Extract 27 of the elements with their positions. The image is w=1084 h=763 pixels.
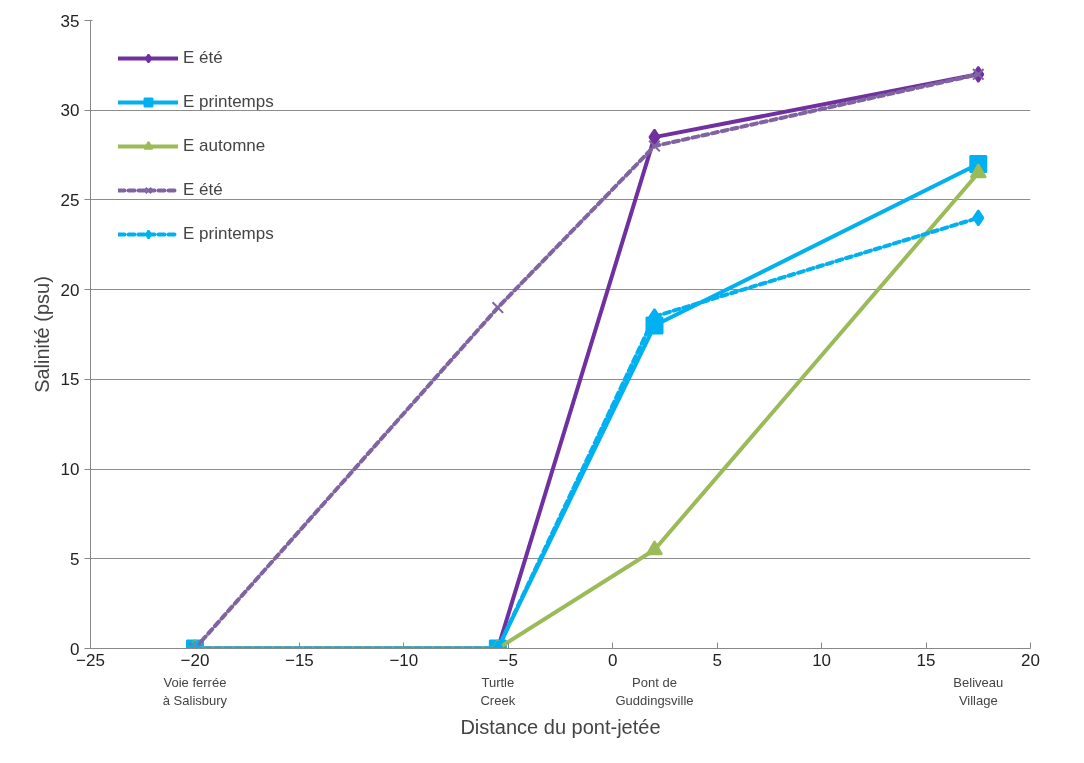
text: Voie ferrée à Salisbury: [162, 674, 228, 708]
y-axis-title: Salinité (psu): [30, 276, 53, 393]
y-tick-label: 30: [60, 101, 80, 121]
legend-label: E été: [183, 180, 223, 200]
x-tick-label: 20: [1021, 650, 1040, 670]
x-tick-label: 0: [607, 650, 618, 670]
legend-label: E été: [183, 48, 223, 68]
text: Turtle Creek: [480, 674, 516, 708]
text: Pont de Guddingsville: [615, 674, 694, 708]
x-tick-label: −5: [498, 650, 518, 670]
legend-label: E printemps: [183, 92, 274, 112]
y-tick-label: 25: [60, 190, 80, 210]
x-tick-label: −15: [284, 650, 314, 670]
x-tick-label: 5: [712, 650, 722, 670]
x-tick-label: −20: [180, 650, 210, 670]
x-axis-title: Distance du pont-jetée: [460, 715, 661, 738]
y-tick-label: 35: [60, 11, 80, 31]
legend-label: E automne: [183, 136, 266, 156]
x-tick-label: 15: [916, 650, 936, 670]
y-tick-label: 5: [70, 549, 80, 569]
y-tick-label: 15: [60, 370, 80, 390]
x-tick-label: −10: [389, 650, 419, 670]
y-tick-label: 10: [60, 460, 80, 480]
legend-label: E printemps: [183, 224, 274, 244]
x-tick-label: 10: [812, 650, 832, 670]
y-tick-label: 20: [60, 280, 80, 300]
text: Beliveau Village: [953, 674, 1004, 708]
